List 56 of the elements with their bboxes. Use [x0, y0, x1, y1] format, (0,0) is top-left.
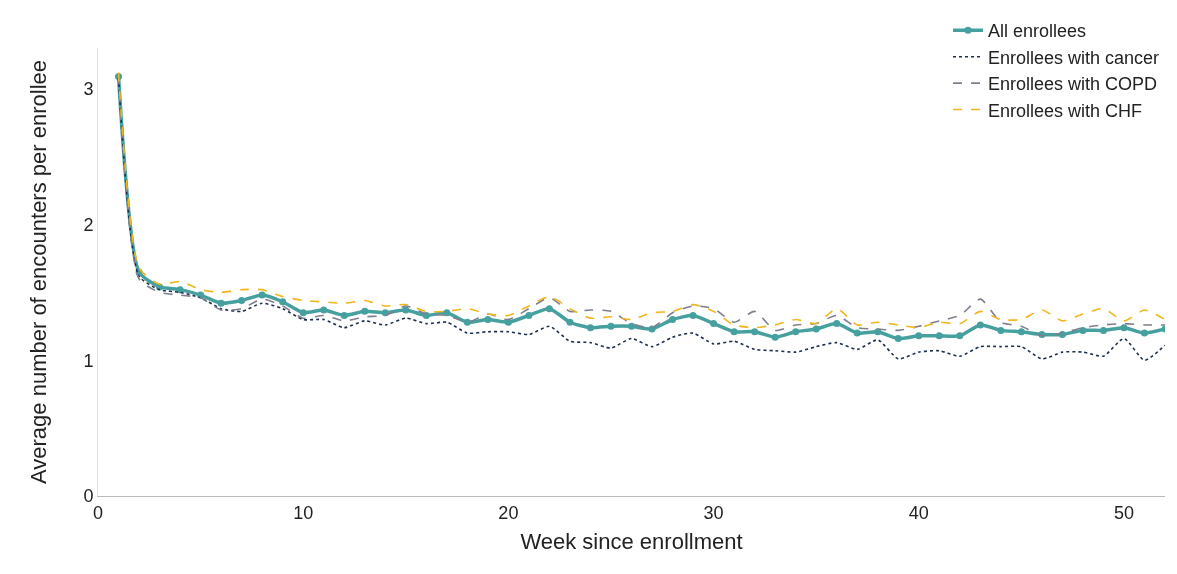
- point: [710, 320, 718, 328]
- x-tick-label: 30: [703, 502, 724, 523]
- point: [976, 321, 984, 329]
- legend-label: Enrollees with CHF: [988, 100, 1143, 121]
- point: [299, 309, 307, 317]
- point: [320, 306, 328, 314]
- point: [730, 328, 738, 336]
- point: [792, 328, 800, 336]
- point: [1140, 329, 1148, 337]
- point: [217, 299, 225, 307]
- point: [833, 320, 841, 328]
- point: [771, 333, 779, 341]
- point: [586, 324, 594, 332]
- point: [463, 318, 471, 326]
- x-tick-label: 50: [1113, 502, 1134, 523]
- x-tick-label: 10: [293, 502, 314, 523]
- x-tick-label: 20: [498, 502, 519, 523]
- point: [504, 318, 512, 326]
- point: [238, 297, 246, 305]
- legend-label: Enrollees with cancer: [988, 47, 1160, 68]
- point: [361, 307, 369, 315]
- point: [258, 291, 266, 299]
- x-axis-title: Week since enrollment: [520, 529, 743, 555]
- point: [1017, 328, 1025, 336]
- legend-label: All enrollees: [988, 21, 1087, 42]
- point: [915, 332, 923, 340]
- point: [1099, 326, 1107, 334]
- point: [279, 298, 287, 306]
- point: [525, 311, 533, 319]
- point: [628, 322, 635, 330]
- y-tick-label: 1: [83, 350, 94, 371]
- point: [1120, 324, 1128, 332]
- point: [484, 316, 492, 324]
- y-tick-label: 3: [83, 79, 94, 100]
- point: [669, 316, 677, 324]
- point: [340, 311, 348, 319]
- y-axis-title: Average number of encounters per enrollee: [26, 60, 52, 484]
- point: [956, 332, 964, 340]
- y-tick-label: 0: [83, 486, 94, 507]
- point: [176, 286, 184, 294]
- point: [935, 332, 943, 340]
- point: [751, 328, 759, 336]
- point: [894, 335, 902, 343]
- point: [443, 309, 451, 317]
- legend-label: Enrollees with COPD: [988, 74, 1158, 95]
- point: [1079, 326, 1087, 334]
- x-tick-label: 40: [908, 502, 929, 523]
- point: [853, 329, 861, 337]
- point: [607, 322, 615, 330]
- point: [545, 305, 553, 313]
- point: [689, 311, 697, 319]
- point: [402, 306, 410, 314]
- y-tick-label: 2: [83, 214, 94, 235]
- point: [566, 318, 574, 326]
- point: [997, 326, 1005, 334]
- point: [812, 325, 820, 333]
